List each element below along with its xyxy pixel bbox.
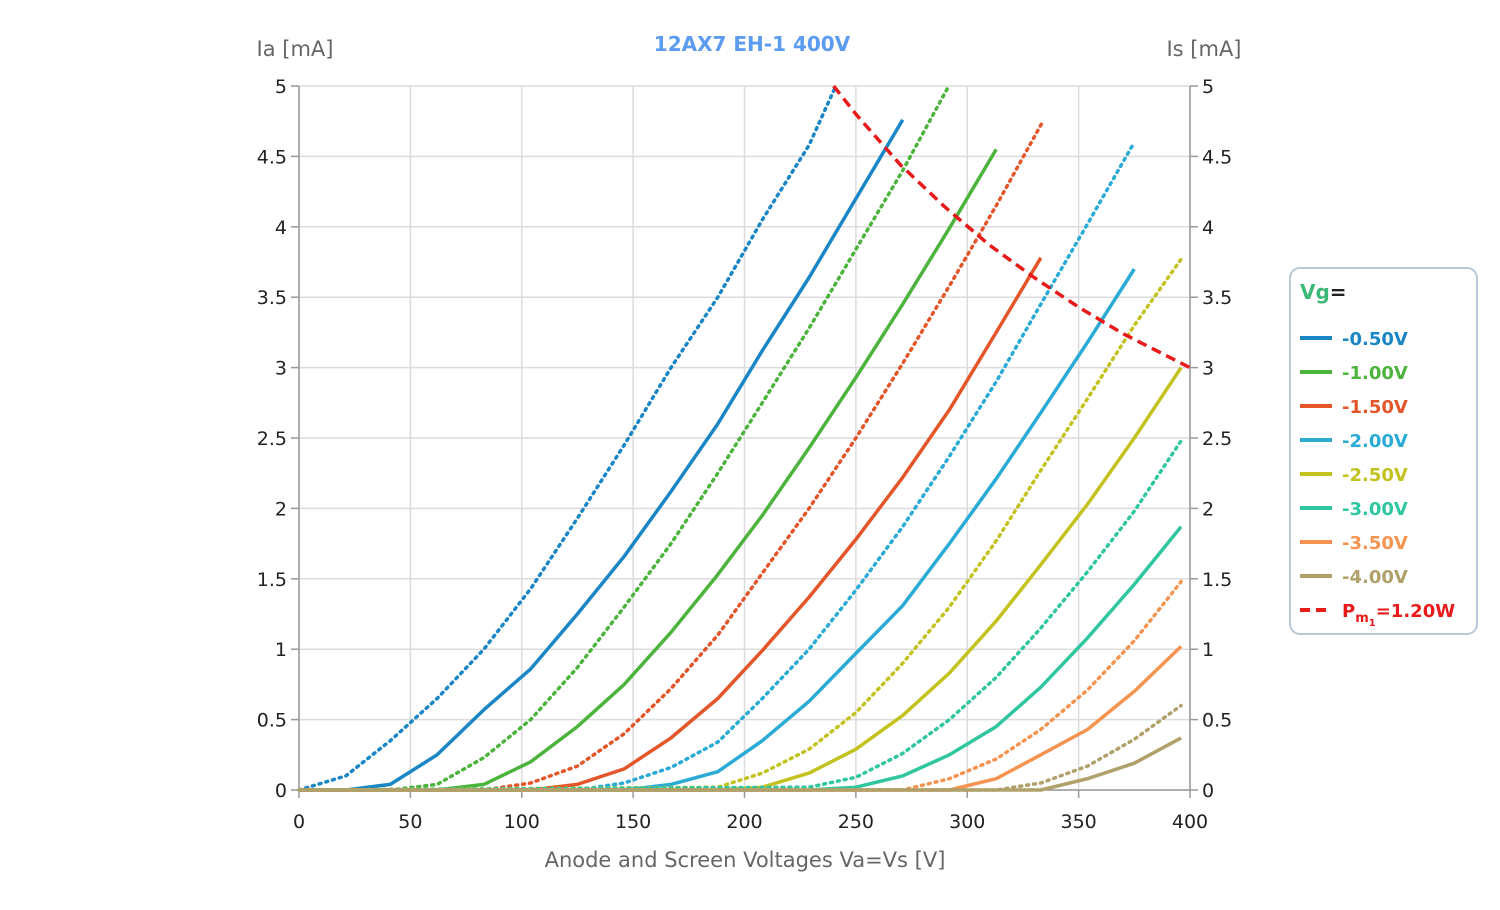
- legend-label: -1.50V: [1342, 397, 1408, 418]
- y-tick-label-right: 4.5: [1202, 146, 1232, 168]
- y-tick-label-right: 5: [1202, 76, 1214, 98]
- power-limit-line: [832, 84, 1191, 370]
- y-tick-label-right: 2.5: [1202, 428, 1232, 450]
- x-tick-label: 100: [504, 811, 540, 833]
- legend-item-power-limit: Pm1=1.20W: [1300, 601, 1455, 629]
- legend-label: -0.50V: [1342, 329, 1408, 350]
- legend-item: -2.50V: [1300, 465, 1408, 486]
- y-tick-label-left: 5: [275, 76, 287, 98]
- legend-box: [1289, 267, 1478, 635]
- y-tick-label-left: 4.5: [257, 146, 287, 168]
- y-tick-label-right: 1: [1202, 639, 1214, 661]
- x-axis-title: Anode and Screen Voltages Va=Vs [V]: [545, 848, 946, 872]
- y-tick-label-left: 3: [275, 358, 287, 380]
- legend-label: Pm1=1.20W: [1342, 601, 1455, 629]
- y-tick-label-right: 4: [1202, 217, 1214, 239]
- series-6-anode-current-line: [299, 645, 1183, 792]
- y-tick-label-left: 4: [275, 217, 287, 239]
- x-tick-label: 150: [615, 811, 651, 833]
- legend-label: -3.00V: [1342, 499, 1408, 520]
- grid: [298, 85, 1191, 791]
- legend-label: -3.50V: [1342, 533, 1408, 554]
- legend-items: -0.50V -1.00V -1.50V -2.00V -2.50V -3.00V -3.5…: [1300, 329, 1455, 629]
- series-4-screen-current-line: [297, 257, 1183, 792]
- y-tick-label-right: 0.5: [1202, 710, 1232, 732]
- series-1-screen-current-line: [297, 87, 949, 792]
- series-5-screen-current-line: [297, 439, 1183, 792]
- legend-item: -0.50V: [1300, 329, 1408, 350]
- x-tick-label: 200: [726, 811, 762, 833]
- y-tick-label-left: 2.5: [257, 428, 287, 450]
- y-tick-label-left: 0.5: [257, 710, 287, 732]
- y-tick-label-left: 0: [275, 780, 287, 802]
- y-tick-label-right: 0: [1202, 780, 1214, 802]
- y-tick-label-right: 1.5: [1202, 569, 1232, 591]
- series-3-anode-current-line: [299, 268, 1136, 792]
- y-tick-label-right: 2: [1202, 498, 1214, 520]
- legend-item: -3.50V: [1300, 533, 1408, 554]
- series-3-screen-current-line: [297, 140, 1137, 792]
- y-tick-label-left: 1: [275, 639, 287, 661]
- series-2-screen-current-line: [297, 119, 1045, 792]
- x-tick-label: 50: [398, 811, 422, 833]
- series-2-anode-current-line: [299, 256, 1043, 792]
- y-tick-label-left: 1.5: [257, 569, 287, 591]
- chart-title: 12AX7 EH-1 400V: [654, 32, 851, 56]
- x-tick-label: 400: [1172, 811, 1208, 833]
- x-tick-label: 300: [949, 811, 985, 833]
- series-0-anode-current-line: [299, 118, 905, 792]
- legend-item: -2.00V: [1300, 431, 1408, 452]
- legend-item: -4.00V: [1300, 567, 1408, 588]
- legend-label: -1.00V: [1342, 363, 1408, 384]
- legend-item: -1.00V: [1300, 363, 1408, 384]
- y-tick-label-left: 3.5: [257, 287, 287, 309]
- y-axis-left-title: Ia [mA]: [257, 37, 334, 61]
- legend-item: -1.50V: [1300, 397, 1408, 418]
- y-tick-label-right: 3.5: [1202, 287, 1232, 309]
- y-axis-right-title: Is [mA]: [1166, 37, 1241, 61]
- series-0-screen-current-line: [297, 84, 838, 792]
- y-tick-label-left: 2: [275, 498, 287, 520]
- legend-label: -2.50V: [1342, 465, 1408, 486]
- y-tick-label-right: 3: [1202, 358, 1214, 380]
- x-tick-label: 350: [1060, 811, 1096, 833]
- legend-label: -2.00V: [1342, 431, 1408, 452]
- series-6-screen-current-line: [297, 579, 1183, 792]
- legend-label: -4.00V: [1342, 567, 1408, 588]
- legend-item: -3.00V: [1300, 499, 1408, 520]
- legend-title: Vg=: [1300, 280, 1347, 304]
- series-7-screen-current-line: [297, 703, 1183, 792]
- x-tick-label: 250: [838, 811, 874, 833]
- series-layer: [297, 84, 1191, 792]
- legend: Vg= -0.50V -1.00V -1.50V -2.00V -2.50V -3.00V…: [1289, 267, 1478, 635]
- series-1-anode-current-line: [299, 148, 998, 792]
- x-tick-label: 0: [293, 811, 305, 833]
- series-7-anode-current-line: [299, 736, 1182, 792]
